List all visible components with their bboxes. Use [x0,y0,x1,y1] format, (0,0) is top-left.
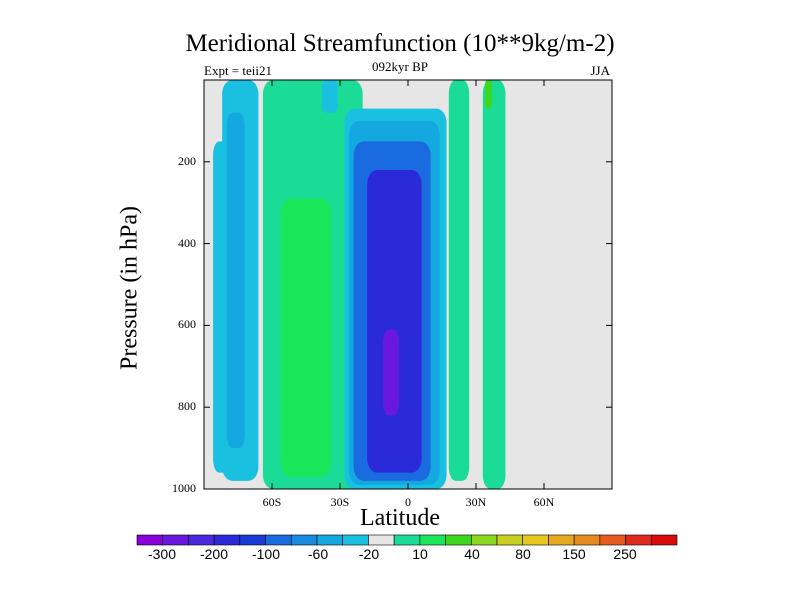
x-tick-label: 60N [533,495,555,509]
colorbar-label: -300 [147,546,177,562]
contour-region-2 [226,112,245,449]
y-tick-label: 600 [178,317,196,332]
colorbar-box [290,534,318,546]
chart-subtitle: 092kyr BP [372,59,428,74]
contour-region-1 [213,141,232,473]
colorbar-box [188,534,215,546]
colorbar-label: 150 [562,546,586,562]
contour-region-12 [453,190,465,473]
colorbar-box [213,534,241,546]
x-tick-label: 0 [405,495,411,509]
x-axis-label: Latitude [360,505,440,531]
colorbar-box [625,534,652,546]
colorbar-label: -20 [358,546,380,562]
x-tick-label: 60S [262,495,282,509]
season-label: JJA [590,63,610,78]
chart-title: Meridional Streamfunction (10**9kg/m-2) [185,30,615,57]
colorbar-label: 40 [464,546,480,562]
colorbar-box [342,534,369,546]
colorbar-box [239,534,266,546]
colorbar-box [548,534,575,546]
x-tick-label: 30N [465,495,487,509]
colorbar-box [522,534,549,546]
colorbar-label: 80 [515,546,531,562]
y-tick-label: 200 [178,153,196,168]
colorbar-box [445,534,472,546]
colorbar-box [470,534,498,546]
y-tick-label: 800 [178,399,196,414]
contour-region-14 [485,80,492,109]
colorbar-box [368,534,395,546]
colorbar-box [316,534,344,546]
contour-region-11 [321,80,338,113]
contour-region-8 [367,169,422,473]
colorbar-box [599,534,626,546]
colorbar-label: -100 [251,546,281,562]
colorbar-label: -60 [307,546,329,562]
contour-region-13 [482,80,506,489]
colorbar-box [393,534,421,546]
colorbar-box [496,534,524,546]
colorbar-label: 10 [412,546,428,562]
contour-region-9 [383,329,399,416]
contour-region-4 [281,198,331,477]
colorbar-box [265,534,292,546]
y-tick-label: 1000 [172,481,196,495]
colorbar-label: 250 [613,546,637,562]
x-tick-label: 30S [330,495,350,509]
y-tick-label: 400 [178,235,196,250]
colorbar-label: -200 [199,546,229,562]
colorbar-box [136,534,164,546]
experiment-label: Expt = teii21 [204,63,272,78]
colorbar-box [419,534,446,546]
colorbar-box [162,534,189,546]
colorbar-box [573,534,601,546]
colorbar-box [650,534,678,546]
